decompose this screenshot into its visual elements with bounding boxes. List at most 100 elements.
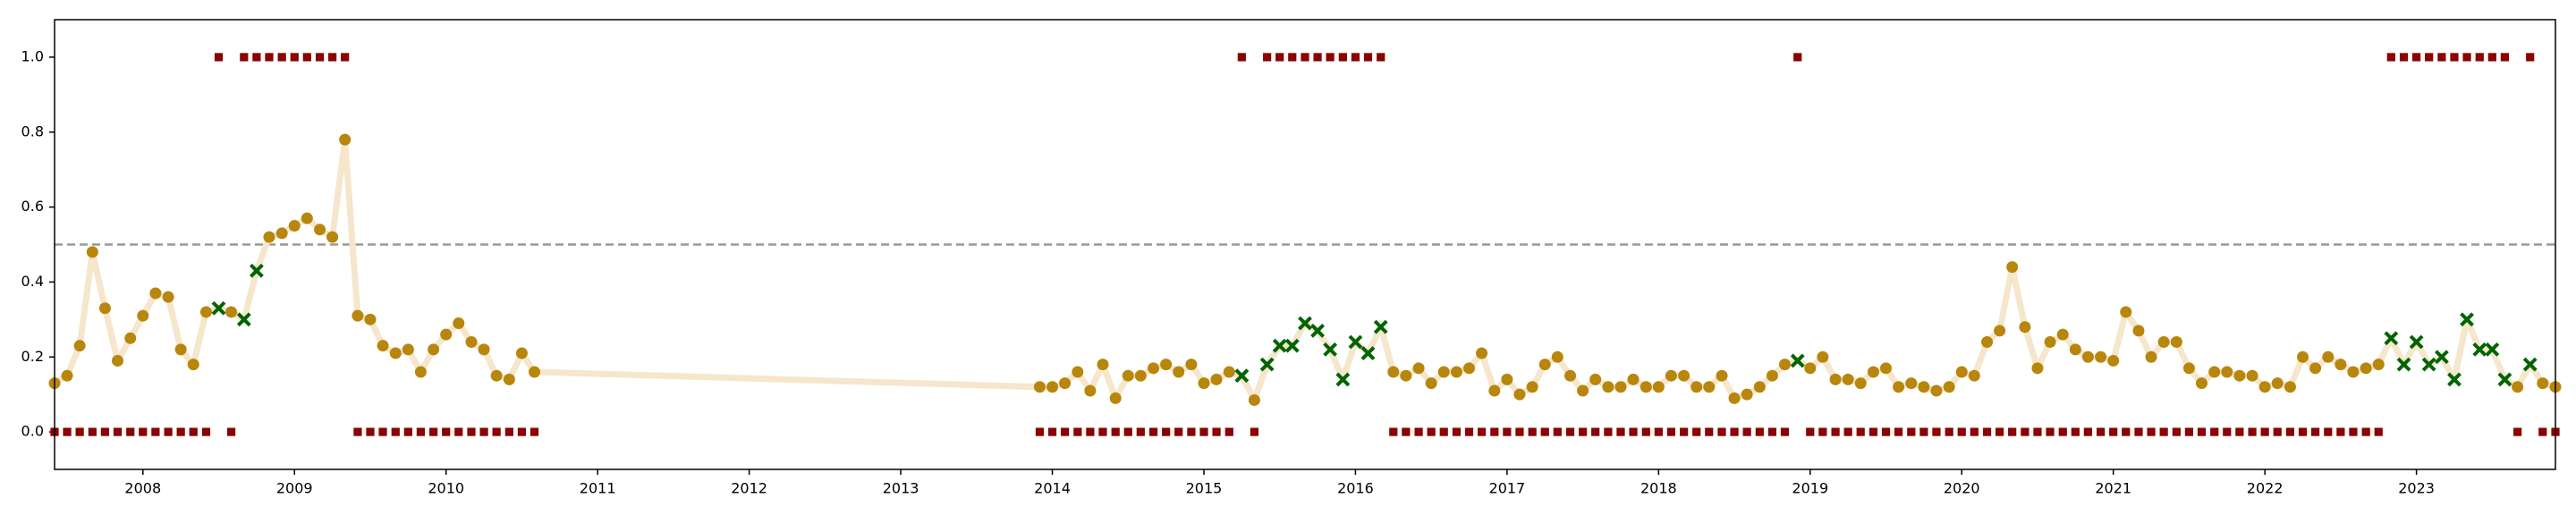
probability-marker [2019, 321, 2031, 333]
label-marker [226, 427, 236, 436]
probability-marker [2347, 366, 2360, 378]
label-marker [403, 427, 412, 436]
probability-marker [1425, 377, 1437, 390]
probability-marker [2372, 359, 2385, 371]
probability-marker [2195, 377, 2207, 390]
label-marker [1831, 427, 1840, 436]
probability-marker [1741, 388, 1753, 401]
label-marker [1452, 427, 1462, 436]
probability-marker [1109, 392, 1122, 404]
probability-marker [326, 231, 339, 243]
probability-marker [1072, 366, 1084, 378]
label-marker [2374, 427, 2383, 436]
missed-marker [1272, 338, 1287, 353]
label-marker [1730, 427, 1739, 436]
y-tick-label: 0.4 [21, 273, 44, 290]
label-marker [201, 427, 211, 436]
label-marker [378, 427, 387, 436]
probability-marker [288, 220, 301, 232]
probability-marker [1122, 369, 1134, 382]
probability-marker [61, 369, 73, 382]
label-marker [1957, 427, 1966, 436]
label-marker [2412, 53, 2421, 62]
missed-marker [2497, 372, 2512, 387]
label-marker [2462, 53, 2471, 62]
label-marker [1907, 427, 1916, 436]
probability-marker [1198, 377, 1210, 390]
probability-marker [1880, 362, 1893, 375]
probability-marker [1665, 369, 1677, 382]
probability-marker [1223, 366, 1235, 378]
probability-marker [1160, 359, 1173, 371]
missed-marker [249, 263, 264, 278]
probability-marker [2271, 377, 2284, 390]
label-marker [1148, 427, 1158, 436]
probability-marker [124, 332, 137, 344]
label-marker [416, 427, 426, 436]
label-marker [1086, 427, 1095, 436]
probability-marker [2334, 359, 2347, 371]
probability-marker [2512, 381, 2524, 393]
label-marker [2058, 427, 2067, 436]
label-marker [1680, 427, 1689, 436]
label-marker [2021, 427, 2029, 436]
label-marker [1047, 427, 1057, 436]
probability-marker [352, 309, 364, 322]
label-marker [1224, 427, 1233, 436]
probability-marker [1476, 347, 1488, 359]
label-marker [1490, 427, 1499, 436]
probability-marker [515, 347, 528, 359]
probability-marker [199, 306, 212, 318]
probability-marker [2246, 369, 2258, 382]
label-marker [290, 53, 299, 62]
label-marker [1540, 427, 1549, 436]
missed-marker [236, 312, 251, 327]
label-marker [1767, 427, 1777, 436]
label-marker [2083, 427, 2093, 436]
probability-marker [1652, 381, 1665, 393]
probability-marker [1905, 377, 1918, 390]
label-marker [1199, 427, 1208, 436]
label-marker [1389, 427, 1398, 436]
label-marker [88, 427, 97, 436]
label-marker [353, 427, 362, 436]
label-marker [63, 427, 72, 436]
label-marker [1717, 427, 1726, 436]
probability-marker [1084, 384, 1097, 397]
label-marker [1565, 427, 1575, 436]
label-marker [151, 427, 160, 436]
missed-marker [1234, 368, 1250, 384]
label-marker [75, 427, 84, 436]
label-marker [1881, 427, 1891, 436]
probability-marker [1185, 359, 1198, 371]
probability-marker [453, 317, 465, 330]
label-marker [1073, 427, 1082, 436]
probability-marker [2208, 366, 2221, 378]
label-marker [1402, 427, 1411, 436]
probability-marker [2107, 354, 2120, 367]
probability-marker [2081, 350, 2094, 363]
label-marker [366, 427, 375, 436]
label-marker [2538, 427, 2547, 436]
probability-marker [1728, 392, 1741, 404]
probability-marker [1412, 362, 1425, 375]
label-marker [1919, 427, 1928, 436]
label-marker [1326, 53, 1335, 62]
x-tick-label: 2011 [580, 480, 616, 497]
label-marker [2235, 427, 2244, 436]
label-marker [265, 53, 274, 62]
probability-marker [1981, 335, 1994, 348]
label-marker [189, 427, 198, 436]
x-tick-label: 2014 [1034, 480, 1071, 497]
missed-marker [2409, 334, 2424, 350]
probability-marker [428, 343, 440, 356]
probability-marker [1501, 373, 1513, 385]
label-marker [252, 53, 261, 62]
label-marker [1464, 427, 1474, 436]
label-marker [1111, 427, 1120, 436]
label-marker [1503, 427, 1512, 436]
probability-marker [465, 335, 478, 348]
probability-marker [1538, 359, 1551, 371]
probability-marker [2233, 369, 2246, 382]
